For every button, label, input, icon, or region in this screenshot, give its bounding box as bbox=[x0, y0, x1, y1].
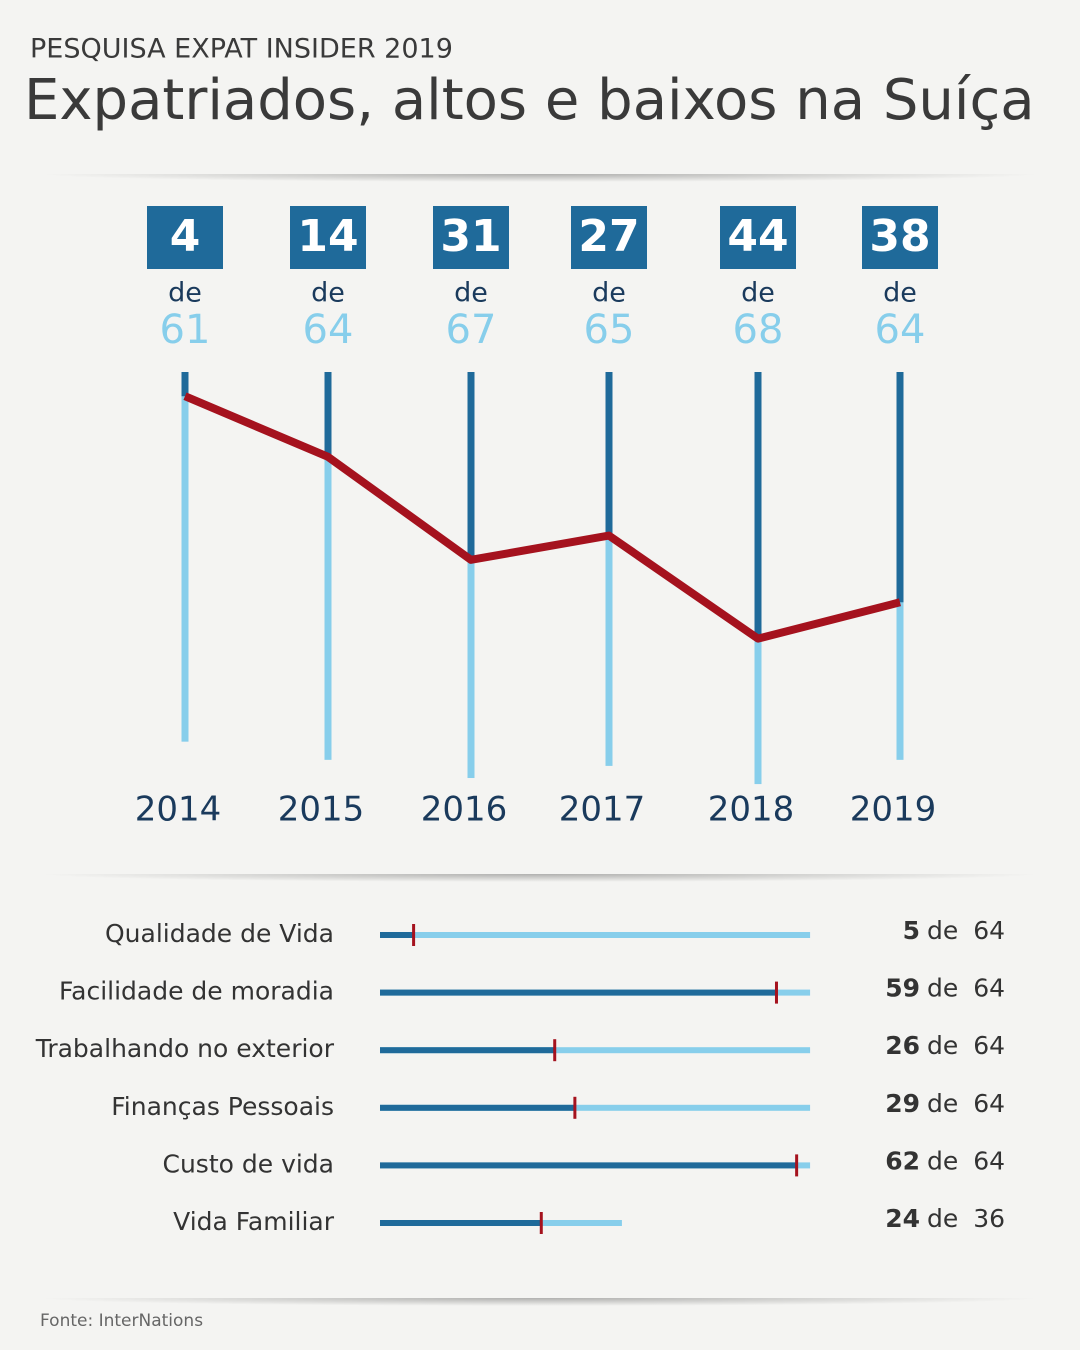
connector: de bbox=[927, 916, 958, 945]
divider-mask bbox=[0, 850, 1080, 874]
rank-bar bbox=[380, 989, 777, 996]
total-label: 65 bbox=[584, 307, 635, 353]
rank-label: 5 bbox=[903, 916, 920, 945]
rank-label: 14 bbox=[297, 211, 358, 262]
rank-label: 4 bbox=[170, 211, 201, 262]
rank-bar bbox=[380, 1104, 575, 1111]
connector: de bbox=[741, 278, 775, 309]
total-bar bbox=[181, 372, 189, 742]
rank-label: 31 bbox=[440, 211, 501, 262]
connector: de bbox=[927, 1031, 958, 1060]
total-bar bbox=[380, 1047, 811, 1054]
year-label: 2019 bbox=[850, 790, 937, 830]
rank-bar bbox=[324, 372, 332, 457]
connector: de bbox=[592, 278, 626, 309]
connector: de bbox=[883, 278, 917, 309]
total-label: 67 bbox=[446, 307, 497, 353]
total-label: 64 bbox=[973, 1031, 1005, 1060]
rank-bar bbox=[896, 372, 904, 603]
year-label: 2018 bbox=[708, 790, 795, 830]
rank-box bbox=[147, 206, 223, 269]
rank-marker bbox=[553, 1039, 557, 1062]
total-bar bbox=[467, 372, 475, 779]
rank-bar bbox=[605, 372, 613, 536]
total-label: 64 bbox=[973, 916, 1005, 945]
total-label: 64 bbox=[973, 974, 1005, 1003]
connector: de bbox=[927, 974, 958, 1003]
rank-label: 29 bbox=[885, 1089, 920, 1118]
row-label: Custo de vida bbox=[163, 1149, 335, 1178]
rank-marker bbox=[539, 1212, 543, 1234]
rank-marker bbox=[795, 1154, 799, 1177]
kicker: PESQUISA EXPAT INSIDER 2019 bbox=[30, 34, 453, 65]
total-bar bbox=[380, 1104, 811, 1111]
rank-box bbox=[433, 206, 509, 269]
rank-label: 27 bbox=[578, 211, 639, 262]
row-label: Trabalhando no exterior bbox=[35, 1034, 335, 1063]
rank-bar bbox=[380, 1047, 555, 1054]
divider-mask bbox=[0, 150, 1080, 174]
total-label: 68 bbox=[733, 307, 784, 353]
row-label: Vida Familiar bbox=[173, 1207, 335, 1236]
year-label: 2015 bbox=[278, 790, 365, 830]
total-bar bbox=[605, 372, 613, 766]
total-bar bbox=[380, 932, 811, 938]
rank-label: 38 bbox=[869, 211, 930, 262]
rank-marker bbox=[412, 924, 416, 946]
divider-mask bbox=[0, 1274, 1080, 1298]
rank-bar bbox=[754, 372, 762, 639]
total-label: 61 bbox=[160, 307, 211, 353]
rank-bar bbox=[380, 932, 414, 938]
row-label: Qualidade de Vida bbox=[105, 919, 334, 948]
rank-marker bbox=[573, 1096, 577, 1119]
connector: de bbox=[927, 1204, 958, 1233]
rank-label: 26 bbox=[885, 1031, 920, 1060]
row-label: Facilidade de moradia bbox=[59, 977, 334, 1006]
total-bar bbox=[324, 372, 332, 760]
rank-line bbox=[183, 392, 901, 643]
rank-label: 59 bbox=[885, 974, 920, 1003]
rank-box bbox=[571, 206, 647, 269]
row-label: Finanças Pessoais bbox=[111, 1092, 334, 1121]
rank-bar bbox=[380, 1162, 797, 1169]
rank-marker bbox=[774, 981, 778, 1004]
total-label: 64 bbox=[973, 1089, 1005, 1118]
connector: de bbox=[927, 1146, 958, 1175]
rank-label: 62 bbox=[885, 1146, 920, 1175]
year-label: 2014 bbox=[135, 790, 222, 830]
rank-bar bbox=[467, 372, 475, 560]
rank-label: 24 bbox=[885, 1204, 920, 1233]
total-label: 36 bbox=[973, 1204, 1005, 1233]
rank-bar bbox=[181, 372, 189, 397]
connector: de bbox=[927, 1089, 958, 1118]
rank-bar bbox=[380, 1220, 542, 1226]
title: Expatriados, altos e baixos na Suíça bbox=[24, 68, 1035, 133]
total-label: 64 bbox=[875, 307, 926, 353]
total-label: 64 bbox=[303, 307, 354, 353]
rank-box bbox=[290, 206, 366, 269]
year-label: 2017 bbox=[559, 790, 646, 830]
connector: de bbox=[168, 278, 202, 309]
rank-box bbox=[720, 206, 796, 269]
connector: de bbox=[454, 278, 488, 309]
rank-label: 44 bbox=[727, 211, 788, 262]
source: Fonte: InterNations bbox=[40, 1311, 203, 1331]
rank-box bbox=[862, 206, 938, 269]
connector: de bbox=[311, 278, 345, 309]
year-label: 2016 bbox=[421, 790, 508, 830]
total-label: 64 bbox=[973, 1146, 1005, 1175]
